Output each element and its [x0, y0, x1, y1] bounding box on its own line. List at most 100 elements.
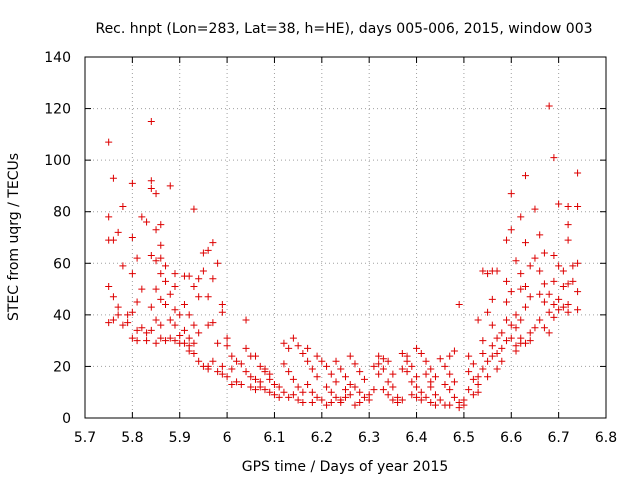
- data-point: [503, 316, 511, 324]
- data-point: [521, 282, 529, 290]
- data-point: [536, 231, 544, 239]
- data-point: [512, 311, 520, 319]
- data-point: [503, 277, 511, 285]
- data-point: [384, 378, 392, 386]
- data-point: [270, 391, 278, 399]
- data-point: [119, 262, 127, 270]
- data-point: [304, 380, 312, 388]
- data-point: [342, 393, 349, 401]
- data-point: [294, 396, 302, 404]
- data-point: [403, 357, 411, 365]
- data-point: [540, 324, 548, 332]
- data-point: [384, 357, 392, 365]
- data-point: [285, 344, 293, 352]
- data-point: [574, 259, 582, 267]
- data-point: [289, 391, 297, 399]
- data-point: [214, 339, 222, 347]
- data-point: [469, 391, 477, 399]
- data-point: [337, 399, 345, 407]
- data-point: [379, 355, 387, 363]
- data-point: [517, 270, 525, 278]
- data-point: [109, 174, 117, 182]
- data-point: [166, 182, 174, 190]
- data-point: [166, 290, 174, 298]
- data-point: [488, 342, 496, 350]
- data-point: [446, 386, 454, 394]
- data-point: [190, 205, 198, 213]
- axis-ticks: 5.7 5.8 5.9 6 6.1 6.2 6.3 6.4 6.5 6.6 6.7 6.8 0 20 40 6…: [44, 50, 617, 446]
- data-point: [261, 365, 269, 373]
- data-point: [147, 185, 155, 193]
- x-tick-label: 6.7: [548, 430, 570, 446]
- data-point: [157, 321, 165, 329]
- data-point: [465, 352, 473, 360]
- data-point: [327, 388, 335, 396]
- plot-frame: [84, 56, 607, 419]
- data-point: [180, 326, 188, 334]
- data-point: [403, 368, 411, 376]
- data-point: [138, 213, 146, 221]
- data-point: [559, 267, 567, 275]
- data-point: [119, 321, 127, 329]
- data-point: [209, 319, 217, 327]
- data-point: [109, 316, 117, 324]
- data-point: [356, 388, 364, 396]
- data-point: [304, 357, 312, 365]
- data-point: [503, 298, 511, 306]
- x-tick-label: 6.6: [500, 430, 522, 446]
- data-point: [218, 362, 226, 370]
- data-point: [417, 350, 425, 358]
- data-point: [413, 393, 421, 401]
- data-point: [247, 373, 255, 381]
- data-point: [209, 275, 217, 283]
- data-point: [289, 375, 297, 383]
- data-point: [114, 303, 122, 311]
- x-tick-label: 5.7: [74, 430, 96, 446]
- data-point: [531, 254, 539, 262]
- data-point: [171, 321, 179, 329]
- data-point: [370, 362, 378, 370]
- data-point: [185, 272, 193, 280]
- data-point: [503, 337, 511, 345]
- data-point: [427, 365, 435, 373]
- data-point: [427, 378, 435, 386]
- data-point: [417, 388, 425, 396]
- data-point: [389, 370, 397, 378]
- data-point: [138, 324, 146, 332]
- data-point: [275, 383, 283, 391]
- data-point: [545, 290, 553, 298]
- data-point: [237, 360, 245, 368]
- x-tick-label: 5.8: [121, 430, 143, 446]
- data-point: [493, 334, 501, 342]
- data-point: [280, 339, 288, 347]
- data-point: [223, 334, 231, 342]
- data-point: [379, 365, 387, 373]
- data-point: [157, 254, 165, 262]
- data-point: [531, 324, 539, 332]
- data-point: [360, 375, 368, 383]
- data-point: [294, 383, 302, 391]
- data-point: [133, 326, 141, 334]
- data-point: [356, 399, 364, 407]
- data-point: [484, 270, 492, 278]
- data-point: [564, 301, 572, 309]
- data-point: [133, 337, 141, 345]
- data-point: [488, 352, 496, 360]
- data-point: [323, 383, 331, 391]
- data-point: [223, 342, 231, 350]
- data-point: [540, 280, 548, 288]
- data-point: [223, 373, 231, 381]
- data-point: [512, 257, 520, 265]
- data-point: [152, 339, 160, 347]
- data-point: [261, 386, 269, 394]
- data-point: [488, 321, 496, 329]
- data-point: [199, 267, 207, 275]
- data-point: [379, 386, 387, 394]
- data-point: [422, 370, 430, 378]
- data-point: [517, 334, 525, 342]
- data-point: [564, 221, 572, 229]
- data-point: [564, 308, 572, 316]
- data-point: [152, 316, 160, 324]
- data-point: [308, 365, 316, 373]
- data-point: [128, 334, 136, 342]
